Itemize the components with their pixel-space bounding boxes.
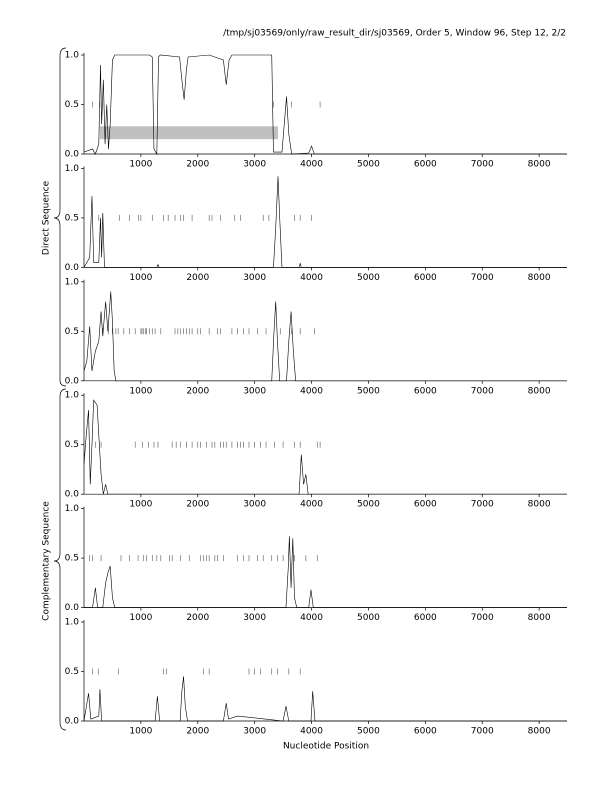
y-tick-label: 1.0 — [65, 391, 80, 401]
x-tick-label: 8000 — [528, 727, 551, 737]
orf-region — [99, 126, 278, 140]
x-tick-label: 8000 — [528, 273, 551, 283]
x-axis-label: Nucleotide Position — [283, 742, 369, 752]
coding-potential-line — [84, 536, 567, 608]
coding-potential-line — [83, 176, 567, 268]
x-tick-label: 4000 — [300, 727, 323, 737]
coding-potential-line — [83, 291, 567, 382]
x-tick-label: 4000 — [300, 613, 323, 623]
x-tick-label: 8000 — [528, 160, 551, 170]
group-brace — [53, 388, 67, 731]
group-brace — [53, 47, 67, 387]
x-tick-label: 8000 — [528, 500, 551, 510]
x-tick-label: 3000 — [243, 500, 266, 510]
x-tick-label: 7000 — [471, 613, 494, 623]
x-tick-label: 2000 — [186, 386, 209, 396]
x-tick-label: 8000 — [528, 613, 551, 623]
x-tick-label: 2000 — [186, 273, 209, 283]
coding-potential-line — [83, 399, 567, 495]
x-tick-label: 3000 — [243, 727, 266, 737]
x-tick-label: 4000 — [300, 386, 323, 396]
x-tick-label: 6000 — [414, 727, 437, 737]
x-tick-label: 2000 — [186, 500, 209, 510]
chart-title: /tmp/sj03569/only/raw_result_dir/sj03569… — [223, 29, 566, 39]
x-tick-label: 6000 — [414, 160, 437, 170]
x-tick-label: 1000 — [129, 500, 152, 510]
x-tick-label: 6000 — [414, 273, 437, 283]
x-tick-label: 2000 — [186, 727, 209, 737]
x-tick-label: 3000 — [243, 386, 266, 396]
y-tick-label: 1.0 — [65, 504, 80, 514]
x-tick-label: 2000 — [186, 160, 209, 170]
x-tick-label: 7000 — [471, 727, 494, 737]
y-tick-label: 0.5 — [65, 213, 79, 223]
y-tick-label: 0.0 — [65, 603, 80, 613]
x-tick-label: 5000 — [357, 613, 380, 623]
x-tick-label: 3000 — [243, 273, 266, 283]
y-tick-label: 1.0 — [65, 618, 80, 628]
x-tick-label: 6000 — [414, 386, 437, 396]
x-tick-label: 5000 — [357, 273, 380, 283]
x-tick-label: 7000 — [471, 160, 494, 170]
x-tick-label: 3000 — [243, 613, 266, 623]
x-tick-label: 1000 — [129, 727, 152, 737]
x-tick-label: 6000 — [414, 613, 437, 623]
x-tick-label: 1000 — [129, 273, 152, 283]
group-label: Complementary Sequence — [42, 501, 52, 621]
coding-potential-line — [83, 676, 567, 722]
x-tick-label: 4000 — [300, 160, 323, 170]
y-tick-label: 0.0 — [65, 717, 80, 727]
y-tick-label: 0.5 — [65, 667, 79, 677]
y-tick-label: 0.5 — [65, 440, 79, 450]
y-tick-label: 0.0 — [65, 490, 80, 500]
x-tick-label: 2000 — [186, 613, 209, 623]
x-tick-label: 5000 — [357, 500, 380, 510]
y-tick-label: 0.0 — [65, 376, 80, 386]
group-label: Direct Sequence — [42, 180, 52, 255]
x-tick-label: 3000 — [243, 160, 266, 170]
x-tick-label: 5000 — [357, 160, 380, 170]
x-tick-label: 7000 — [471, 500, 494, 510]
x-tick-label: 7000 — [471, 386, 494, 396]
x-tick-label: 1000 — [129, 386, 152, 396]
y-tick-label: 0.0 — [65, 263, 80, 273]
x-tick-label: 7000 — [471, 273, 494, 283]
coding-potential-line — [83, 54, 567, 156]
y-tick-label: 0.5 — [65, 327, 79, 337]
x-tick-label: 4000 — [300, 273, 323, 283]
x-tick-label: 6000 — [414, 500, 437, 510]
x-tick-label: 8000 — [528, 386, 551, 396]
y-tick-label: 1.0 — [65, 277, 80, 287]
y-tick-label: 0.0 — [65, 150, 80, 160]
y-tick-label: 1.0 — [65, 51, 80, 61]
x-tick-label: 1000 — [129, 160, 152, 170]
x-tick-label: 4000 — [300, 500, 323, 510]
x-tick-label: 5000 — [357, 386, 380, 396]
x-tick-label: 1000 — [129, 613, 152, 623]
y-tick-label: 0.5 — [65, 100, 79, 110]
y-tick-label: 0.5 — [65, 554, 79, 564]
y-tick-label: 1.0 — [65, 164, 80, 174]
x-tick-label: 5000 — [357, 727, 380, 737]
